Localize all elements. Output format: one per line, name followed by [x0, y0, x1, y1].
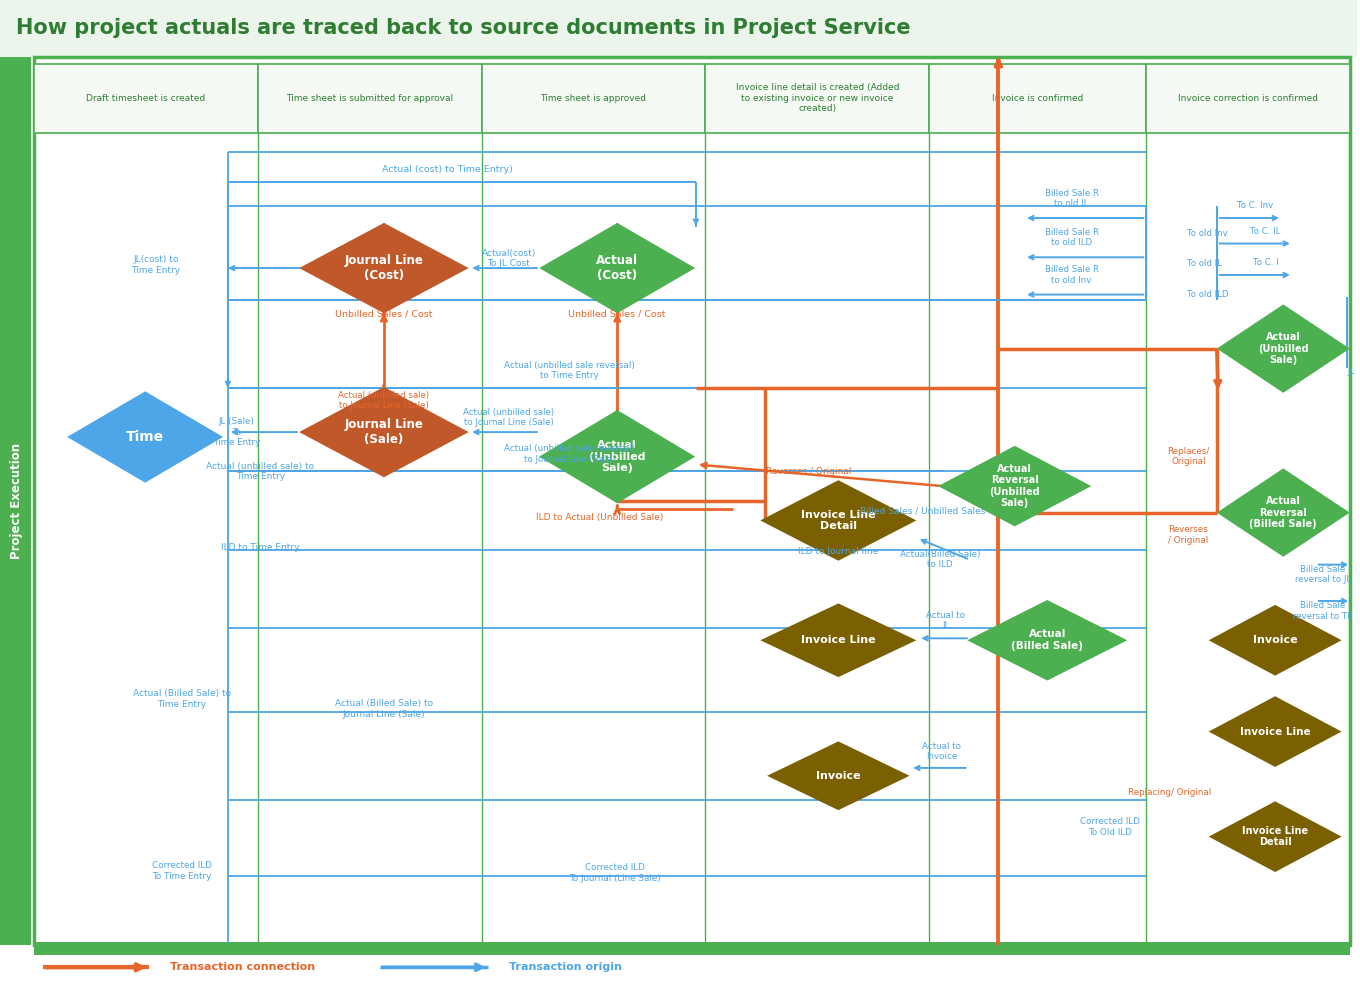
Text: Replacing/ Original: Replacing/ Original — [1127, 788, 1210, 797]
Text: To old ILD: To old ILD — [1187, 290, 1228, 300]
Text: Actual (unbilled sale)
to Journal Line (Sale): Actual (unbilled sale) to Journal Line (… — [339, 391, 430, 410]
Text: Corrected ILD
To Time Entry: Corrected ILD To Time Entry — [152, 861, 212, 881]
FancyBboxPatch shape — [258, 64, 481, 133]
Text: Invoice line detail is created (Added
to existing invoice or new invoice
created: Invoice line detail is created (Added to… — [736, 83, 899, 113]
FancyBboxPatch shape — [706, 64, 929, 133]
Text: To C. I: To C. I — [1253, 258, 1278, 267]
Text: To old Inv: To old Inv — [1187, 229, 1228, 239]
Text: Actual
(Unbilled
Sale): Actual (Unbilled Sale) — [589, 440, 646, 473]
Text: Actual
Reversal
(Billed Sale): Actual Reversal (Billed Sale) — [1250, 496, 1316, 529]
Text: Actual(cost)
To JL Cost: Actual(cost) To JL Cost — [481, 248, 536, 268]
Text: JL(cost) to
Time Entry: JL(cost) to Time Entry — [132, 255, 181, 275]
FancyBboxPatch shape — [34, 64, 258, 133]
Text: Billed Sales / Unbilled Sales: Billed Sales / Unbilled Sales — [860, 506, 985, 516]
Text: Billed Sale R
to old ILD: Billed Sale R to old ILD — [1044, 228, 1099, 247]
Polygon shape — [67, 392, 223, 483]
Text: Actual(Billed Sale)
to ILD: Actual(Billed Sale) to ILD — [900, 550, 981, 570]
Text: Reverses / Original: Reverses / Original — [766, 466, 851, 476]
FancyBboxPatch shape — [0, 0, 1356, 57]
Text: Invoice is confirmed: Invoice is confirmed — [991, 93, 1084, 103]
Text: Time: Time — [126, 430, 165, 444]
Text: Actual (unbilled sale reversal)
to Journal Line (Sale): Actual (unbilled sale reversal) to Journ… — [505, 444, 635, 464]
Polygon shape — [299, 387, 469, 477]
Polygon shape — [967, 600, 1127, 681]
Text: Transaction connection: Transaction connection — [170, 962, 314, 972]
Polygon shape — [760, 603, 917, 678]
Text: Unbilled Sales / Cost: Unbilled Sales / Cost — [335, 309, 432, 318]
Text: Journal Line
(Sale): Journal Line (Sale) — [344, 418, 423, 446]
Text: Invoice Line
Detail: Invoice Line Detail — [1242, 826, 1308, 847]
Text: Actual
(Billed Sale): Actual (Billed Sale) — [1012, 629, 1084, 651]
Text: Actual (cost) to Time Entry): Actual (cost) to Time Entry) — [382, 165, 513, 174]
Polygon shape — [760, 480, 917, 561]
Text: Journal Line
(Cost): Journal Line (Cost) — [344, 254, 423, 282]
Text: Reverses
/ Original: Reverses / Original — [1168, 525, 1209, 545]
Polygon shape — [1217, 468, 1349, 557]
Text: Invoice: Invoice — [1253, 635, 1297, 645]
Text: Unbilled Sales / Cost: Unbilled Sales / Cost — [568, 309, 666, 318]
Text: Time sheet is submitted for approval: Time sheet is submitted for approval — [286, 93, 453, 103]
Polygon shape — [539, 223, 695, 313]
Text: Invoice Line: Invoice Line — [801, 635, 876, 645]
Text: Actual
(Cost): Actual (Cost) — [596, 254, 638, 282]
Text: ILD to Journal line: ILD to Journal line — [798, 547, 879, 556]
Text: Actual
Reversal
(Unbilled
Sale): Actual Reversal (Unbilled Sale) — [989, 464, 1040, 509]
Text: ILD to Time Entry: ILD to Time Entry — [222, 543, 299, 553]
Text: JL (Sale)
To
Time Entry: JL (Sale) To Time Entry — [214, 417, 261, 447]
Text: Billed Sale
reversal to JL: Billed Sale reversal to JL — [1295, 565, 1350, 584]
FancyBboxPatch shape — [34, 942, 1349, 955]
Text: Project Execution: Project Execution — [10, 443, 23, 559]
Text: To C. Inv: To C. Inv — [1236, 201, 1273, 210]
Text: Actual (unbilled sale reversal)
to Time Entry: Actual (unbilled sale reversal) to Time … — [505, 360, 635, 380]
Polygon shape — [938, 446, 1091, 526]
Text: Invoice Line
Detail: Invoice Line Detail — [801, 510, 876, 531]
Text: Replaces/
Original: Replaces/ Original — [1167, 447, 1209, 466]
Text: Invoice correction is confirmed: Invoice correction is confirmed — [1178, 93, 1318, 103]
Text: Draft timesheet is created: Draft timesheet is created — [86, 93, 205, 103]
Polygon shape — [767, 741, 910, 810]
FancyBboxPatch shape — [481, 64, 706, 133]
Polygon shape — [1217, 304, 1349, 393]
Text: Time sheet is approved: Time sheet is approved — [540, 93, 646, 103]
Polygon shape — [299, 223, 469, 313]
Text: Actual (unbilled sale) to
Time Entry: Actual (unbilled sale) to Time Entry — [207, 462, 314, 481]
Text: How project actuals are traced back to source documents in Project Service: How project actuals are traced back to s… — [16, 19, 911, 38]
Text: ILD to Actual (Unbilled Sale): ILD to Actual (Unbilled Sale) — [536, 513, 664, 522]
Text: Billed Sale
reversal to TE: Billed Sale reversal to TE — [1293, 601, 1352, 621]
FancyBboxPatch shape — [1146, 64, 1349, 133]
Text: Billed Sale R
to old Inv: Billed Sale R to old Inv — [1044, 265, 1099, 285]
Text: Actual to
IL: Actual to IL — [926, 611, 966, 630]
FancyBboxPatch shape — [0, 57, 31, 945]
Text: Corrected ILD
To Old ILD: Corrected ILD To Old ILD — [1080, 817, 1140, 837]
Text: Actual to
Invoice: Actual to Invoice — [922, 741, 962, 761]
Polygon shape — [1209, 605, 1341, 676]
Text: Invoice Line: Invoice Line — [1240, 727, 1311, 736]
Text: Actual (unbilled sale)
to Journal Line (Sale): Actual (unbilled sale) to Journal Line (… — [464, 408, 555, 427]
Polygon shape — [1209, 801, 1341, 872]
Text: Actual
(Unbilled
Sale): Actual (Unbilled Sale) — [1258, 332, 1308, 365]
Text: To old IL: To old IL — [1187, 258, 1221, 268]
Text: Actual (Billed Sale) to
Journal Line (Sale): Actual (Billed Sale) to Journal Line (Sa… — [335, 699, 432, 719]
Text: Invoice: Invoice — [816, 771, 861, 781]
Text: Transaction origin: Transaction origin — [509, 962, 622, 972]
Text: Billed Sale R
to old IL: Billed Sale R to old IL — [1044, 189, 1099, 208]
Text: To C. IL: To C. IL — [1250, 227, 1281, 236]
Text: JL: JL — [1346, 366, 1355, 376]
Text: Actual (Billed Sale) to
Time Entry: Actual (Billed Sale) to Time Entry — [133, 689, 231, 709]
FancyBboxPatch shape — [929, 64, 1146, 133]
Polygon shape — [539, 410, 695, 503]
Text: Corrected ILD
To Journal (Line Sale): Corrected ILD To Journal (Line Sale) — [568, 863, 661, 883]
Polygon shape — [1209, 696, 1341, 767]
